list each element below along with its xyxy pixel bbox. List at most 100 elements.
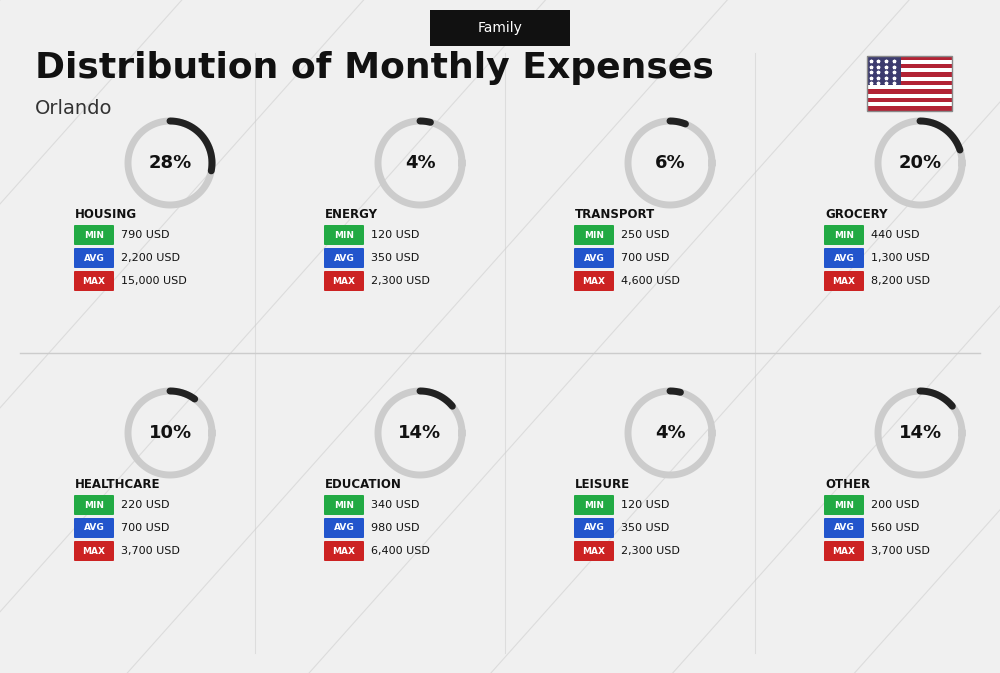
Text: AVG: AVG	[334, 254, 354, 262]
Text: OTHER: OTHER	[825, 478, 870, 491]
Text: MAX: MAX	[582, 277, 606, 285]
Text: 15,000 USD: 15,000 USD	[121, 276, 187, 286]
Text: 4%: 4%	[655, 424, 685, 442]
Text: 14%: 14%	[398, 424, 442, 442]
Text: 14%: 14%	[898, 424, 942, 442]
Text: MIN: MIN	[84, 501, 104, 509]
Text: Family: Family	[478, 21, 522, 35]
Text: 6%: 6%	[655, 154, 685, 172]
Text: 8,200 USD: 8,200 USD	[871, 276, 930, 286]
FancyBboxPatch shape	[74, 518, 114, 538]
Text: AVG: AVG	[834, 254, 854, 262]
Text: MIN: MIN	[84, 230, 104, 240]
Text: 120 USD: 120 USD	[371, 230, 419, 240]
FancyBboxPatch shape	[824, 518, 864, 538]
Text: 700 USD: 700 USD	[121, 523, 169, 533]
FancyBboxPatch shape	[867, 64, 952, 68]
FancyBboxPatch shape	[324, 271, 364, 291]
FancyBboxPatch shape	[574, 495, 614, 515]
FancyBboxPatch shape	[74, 248, 114, 268]
FancyBboxPatch shape	[574, 271, 614, 291]
FancyBboxPatch shape	[324, 248, 364, 268]
Text: GROCERY: GROCERY	[825, 208, 888, 221]
Text: MIN: MIN	[834, 501, 854, 509]
Text: AVG: AVG	[84, 254, 104, 262]
FancyBboxPatch shape	[74, 225, 114, 245]
Text: 440 USD: 440 USD	[871, 230, 920, 240]
FancyBboxPatch shape	[867, 60, 952, 64]
Text: Orlando: Orlando	[35, 98, 112, 118]
Text: MIN: MIN	[834, 230, 854, 240]
FancyBboxPatch shape	[324, 518, 364, 538]
Text: 220 USD: 220 USD	[121, 500, 170, 510]
Text: 28%: 28%	[148, 154, 192, 172]
Text: AVG: AVG	[584, 524, 604, 532]
Text: ENERGY: ENERGY	[325, 208, 378, 221]
Text: 2,300 USD: 2,300 USD	[621, 546, 680, 556]
Text: MIN: MIN	[584, 230, 604, 240]
FancyBboxPatch shape	[74, 495, 114, 515]
Text: 6,400 USD: 6,400 USD	[371, 546, 430, 556]
FancyBboxPatch shape	[867, 102, 952, 106]
Text: 200 USD: 200 USD	[871, 500, 919, 510]
FancyBboxPatch shape	[574, 518, 614, 538]
Text: 350 USD: 350 USD	[371, 253, 419, 263]
Text: 250 USD: 250 USD	[621, 230, 669, 240]
Text: 980 USD: 980 USD	[371, 523, 420, 533]
Text: MAX: MAX	[332, 546, 356, 555]
FancyBboxPatch shape	[867, 68, 952, 73]
Text: 700 USD: 700 USD	[621, 253, 669, 263]
FancyBboxPatch shape	[867, 81, 952, 85]
FancyBboxPatch shape	[824, 495, 864, 515]
Text: MAX: MAX	[82, 546, 106, 555]
Text: MIN: MIN	[334, 501, 354, 509]
FancyBboxPatch shape	[867, 55, 901, 85]
Text: AVG: AVG	[834, 524, 854, 532]
FancyBboxPatch shape	[867, 73, 952, 77]
Text: AVG: AVG	[334, 524, 354, 532]
FancyBboxPatch shape	[574, 541, 614, 561]
Text: MAX: MAX	[582, 546, 606, 555]
Text: 340 USD: 340 USD	[371, 500, 419, 510]
FancyBboxPatch shape	[867, 90, 952, 94]
Text: 3,700 USD: 3,700 USD	[121, 546, 180, 556]
Text: MIN: MIN	[584, 501, 604, 509]
Text: Distribution of Monthly Expenses: Distribution of Monthly Expenses	[35, 51, 714, 85]
Text: MAX: MAX	[332, 277, 356, 285]
Text: EDUCATION: EDUCATION	[325, 478, 402, 491]
Text: 20%: 20%	[898, 154, 942, 172]
FancyBboxPatch shape	[74, 541, 114, 561]
FancyBboxPatch shape	[324, 495, 364, 515]
Text: MIN: MIN	[334, 230, 354, 240]
Text: HOUSING: HOUSING	[75, 208, 137, 221]
Text: AVG: AVG	[584, 254, 604, 262]
Text: HEALTHCARE: HEALTHCARE	[75, 478, 160, 491]
Text: LEISURE: LEISURE	[575, 478, 630, 491]
FancyBboxPatch shape	[824, 271, 864, 291]
Text: TRANSPORT: TRANSPORT	[575, 208, 655, 221]
Text: MAX: MAX	[82, 277, 106, 285]
Text: 1,300 USD: 1,300 USD	[871, 253, 930, 263]
Text: MAX: MAX	[832, 277, 856, 285]
Text: 2,300 USD: 2,300 USD	[371, 276, 430, 286]
FancyBboxPatch shape	[867, 98, 952, 102]
FancyBboxPatch shape	[574, 225, 614, 245]
FancyBboxPatch shape	[430, 10, 570, 46]
Text: AVG: AVG	[84, 524, 104, 532]
FancyBboxPatch shape	[867, 77, 952, 81]
FancyBboxPatch shape	[824, 248, 864, 268]
FancyBboxPatch shape	[324, 225, 364, 245]
FancyBboxPatch shape	[324, 541, 364, 561]
FancyBboxPatch shape	[867, 85, 952, 90]
Text: 350 USD: 350 USD	[621, 523, 669, 533]
Text: 4,600 USD: 4,600 USD	[621, 276, 680, 286]
Text: MAX: MAX	[832, 546, 856, 555]
Text: 790 USD: 790 USD	[121, 230, 170, 240]
FancyBboxPatch shape	[867, 106, 952, 110]
FancyBboxPatch shape	[74, 271, 114, 291]
Text: 4%: 4%	[405, 154, 435, 172]
Text: 2,200 USD: 2,200 USD	[121, 253, 180, 263]
FancyBboxPatch shape	[824, 225, 864, 245]
Text: 10%: 10%	[148, 424, 192, 442]
FancyBboxPatch shape	[867, 94, 952, 98]
